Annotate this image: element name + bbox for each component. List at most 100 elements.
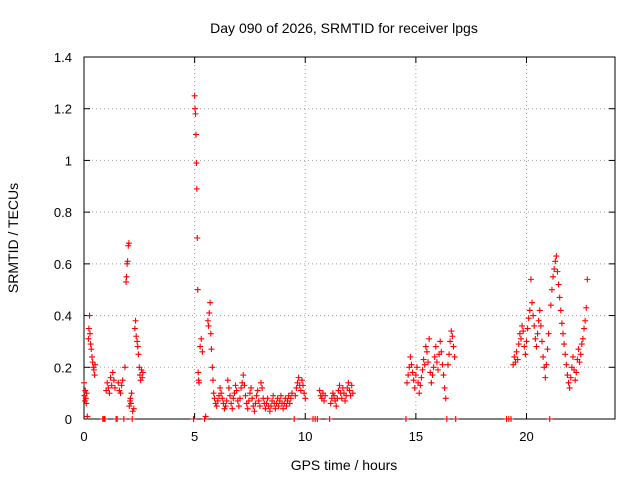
data-point (516, 330, 523, 337)
data-point (407, 353, 414, 360)
x-tick-label: 20 (519, 429, 533, 444)
data-point (248, 384, 255, 391)
data-point (275, 403, 282, 410)
data-point (405, 372, 412, 379)
data-point (280, 405, 287, 412)
data-point (127, 395, 134, 402)
data-point (540, 353, 547, 360)
data-point (120, 416, 127, 422)
data-point (81, 379, 87, 386)
data-point (431, 353, 438, 360)
data-point (190, 416, 197, 422)
data-point (225, 384, 232, 391)
data-point (84, 413, 91, 420)
data-point (246, 390, 253, 397)
data-point (569, 353, 576, 360)
data-point (582, 317, 589, 324)
data-point (119, 377, 126, 384)
data-point (117, 390, 124, 397)
data-point (192, 110, 199, 117)
data-point (283, 403, 290, 410)
data-point (543, 361, 550, 368)
data-point (255, 397, 262, 404)
data-point (245, 397, 252, 404)
data-point (524, 325, 531, 332)
data-point (557, 307, 564, 314)
data-point (537, 322, 544, 329)
data-point (451, 353, 458, 360)
data-point (329, 390, 336, 397)
data-point (129, 408, 136, 415)
data-point (138, 366, 145, 373)
data-point (125, 240, 132, 247)
data-point (259, 384, 266, 391)
data-point (579, 335, 586, 342)
data-point (127, 400, 134, 407)
data-point (408, 361, 415, 368)
data-point (236, 395, 243, 402)
data-point (575, 346, 582, 353)
data-point (121, 364, 128, 371)
data-point (441, 384, 448, 391)
data-point (433, 359, 440, 366)
x-axis-label: GPS time / hours (291, 457, 398, 473)
data-point (219, 395, 226, 402)
data-point (545, 330, 552, 337)
data-point (435, 366, 441, 373)
data-point (191, 92, 198, 99)
y-tick-label: 0.4 (54, 309, 72, 324)
x-tick-label: 5 (191, 429, 198, 444)
data-point (230, 395, 237, 402)
data-point (108, 382, 115, 389)
data-point (446, 351, 453, 358)
data-point (511, 353, 518, 360)
y-tick-label: 0.8 (54, 205, 72, 220)
data-point (251, 408, 258, 415)
data-point (139, 374, 146, 381)
data-point (241, 382, 248, 389)
data-point (240, 372, 247, 379)
data-point (217, 384, 224, 391)
data-point (211, 395, 218, 402)
data-point (550, 273, 557, 280)
data-point (110, 377, 117, 384)
data-point (85, 325, 92, 332)
data-point (235, 403, 242, 410)
data-point (301, 390, 308, 397)
data-point (561, 341, 568, 348)
data-point (197, 343, 204, 350)
data-point (115, 379, 122, 386)
data-point (578, 341, 585, 348)
y-tick-label: 1 (65, 153, 72, 168)
data-point (437, 338, 444, 345)
data-point (542, 374, 549, 381)
data-point (291, 416, 298, 422)
data-point (420, 356, 427, 363)
data-point (551, 266, 558, 273)
data-point (199, 348, 206, 355)
data-point (440, 372, 447, 379)
data-point (86, 330, 93, 337)
data-point (214, 397, 221, 404)
data-point (314, 416, 321, 422)
data-point (338, 395, 345, 402)
data-point (88, 353, 95, 360)
data-point (321, 397, 328, 404)
data-point (105, 384, 112, 391)
data-point (438, 348, 445, 355)
data-point (535, 317, 542, 324)
data-point (336, 382, 343, 389)
data-point (128, 390, 135, 397)
data-point (349, 390, 356, 397)
data-point (444, 361, 451, 368)
data-point (233, 387, 240, 394)
data-point (522, 351, 529, 358)
data-point (86, 312, 93, 319)
data-point (302, 395, 309, 402)
data-point (129, 416, 136, 422)
data-point (554, 268, 561, 275)
data-point (206, 309, 213, 316)
data-point (111, 384, 118, 391)
data-point (508, 416, 515, 422)
data-point (534, 330, 541, 337)
